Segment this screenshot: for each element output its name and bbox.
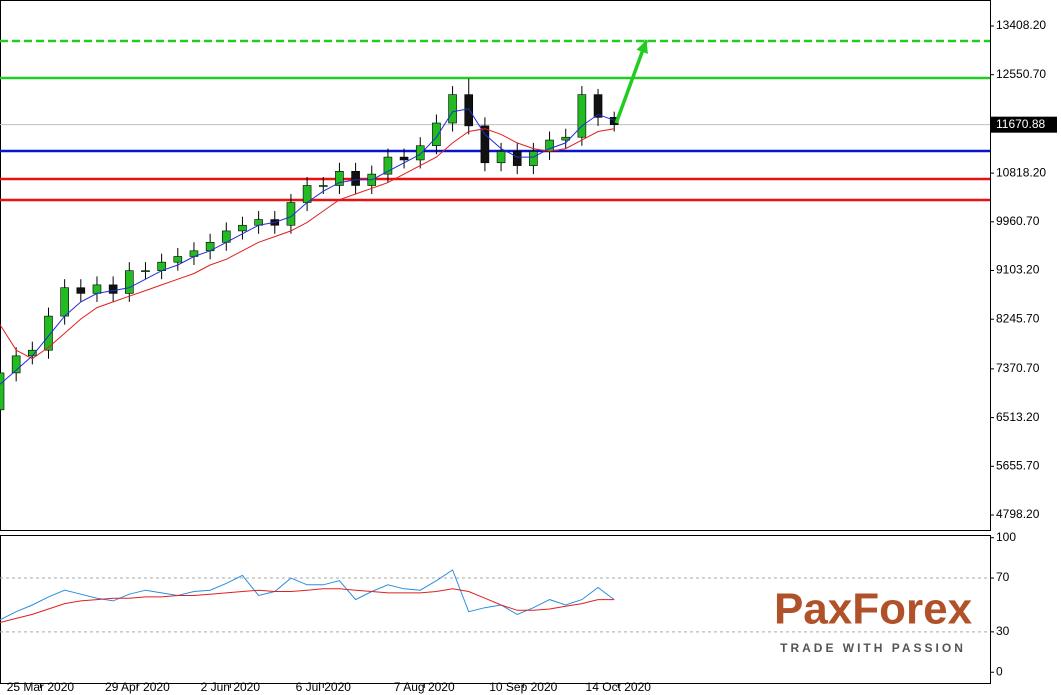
y-tick-label: 9960.70 <box>996 214 1040 228</box>
indicator-line <box>0 108 615 385</box>
candle-body <box>399 156 409 161</box>
y-tick-label: 30 <box>996 624 1010 638</box>
candle-body <box>0 372 5 411</box>
x-tick-label: 6 Jul 2020 <box>296 680 352 694</box>
y-tick-label: 70 <box>996 570 1010 584</box>
y-tick-label: 8245.70 <box>996 311 1040 325</box>
x-tick-label: 10 Sep 2020 <box>489 680 557 694</box>
candle-body <box>512 151 522 166</box>
candle-body <box>60 287 69 317</box>
candle-body <box>238 224 247 232</box>
candle-body <box>593 94 603 118</box>
price-tag-label: 11670.88 <box>996 117 1045 131</box>
logo-name: PaxForex <box>774 585 973 634</box>
y-tick-label: 13408.20 <box>996 18 1046 32</box>
x-tick-label: 29 Apr 2020 <box>105 680 170 694</box>
candle-body <box>577 94 587 138</box>
candle-body <box>318 185 328 187</box>
candle-body <box>351 170 360 186</box>
y-tick-label: 4798.20 <box>996 507 1040 521</box>
indicator-line <box>0 128 615 360</box>
price-tag <box>991 116 1057 133</box>
arrow <box>614 39 649 124</box>
candle-body <box>92 284 102 294</box>
candle-body <box>44 315 53 351</box>
candle-body <box>76 287 86 294</box>
candle-body <box>448 94 457 124</box>
logo-tagline: TRADE WITH PASSION <box>780 641 966 655</box>
oscillator-panel <box>0 535 991 684</box>
x-tick-label: 7 Aug 2020 <box>394 680 455 694</box>
y-tick-label: 10818.20 <box>996 165 1046 179</box>
y-tick-label: 12550.70 <box>996 67 1046 81</box>
y-tick-label: 0 <box>996 664 1003 678</box>
y-tick-label: 5655.70 <box>996 458 1040 472</box>
y-tick-label: 7370.70 <box>996 361 1040 375</box>
x-tick-label: 2 Jun 2020 <box>201 680 261 694</box>
candle-body <box>464 94 474 127</box>
arrow-head <box>636 39 648 54</box>
candle-body <box>496 151 506 164</box>
candle-body <box>480 125 490 164</box>
candle-body <box>529 151 538 166</box>
y-tick-label: 6513.20 <box>996 410 1040 424</box>
candle-body <box>141 270 150 272</box>
x-tick-label: 25 Mar 2020 <box>7 680 75 694</box>
candle-body <box>125 270 134 294</box>
y-tick-label: 100 <box>996 530 1016 544</box>
candle-body <box>383 156 393 175</box>
candle-body <box>432 122 441 147</box>
candle-body <box>286 202 296 226</box>
candle-body <box>415 145 425 161</box>
candle-body <box>173 256 183 263</box>
indicator-line <box>0 588 615 623</box>
y-tick-label: 9103.20 <box>996 263 1040 277</box>
candle-body <box>11 355 21 374</box>
candle-body <box>335 170 344 186</box>
candle-body <box>108 284 118 294</box>
x-tick-label: 14 Oct 2020 <box>586 680 652 694</box>
main-panel <box>0 0 991 531</box>
logo: PaxForex TRADE WITH PASSION <box>774 585 973 656</box>
